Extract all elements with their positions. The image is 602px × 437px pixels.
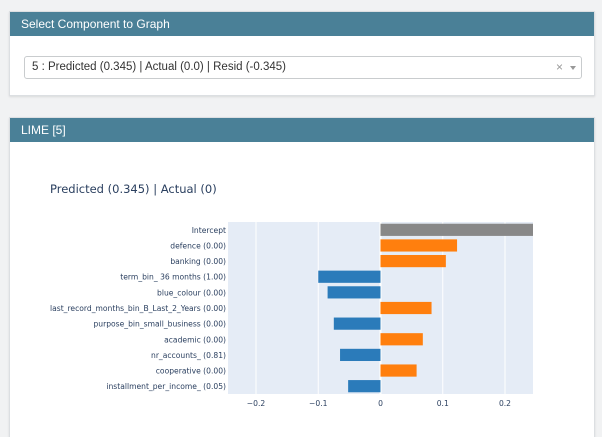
y-tick-label: last_record_months_bin_B_Last_2_Years (0… xyxy=(50,304,226,313)
x-tick-label: 0.1 xyxy=(437,399,449,408)
select-component-header: Select Component to Graph xyxy=(10,12,594,36)
y-tick-label: defence (0.00) xyxy=(170,241,226,250)
y-tick-label: nr_accounts_ (0.81) xyxy=(151,351,226,360)
lime-header: LIME [5] xyxy=(10,118,594,142)
bar-5 xyxy=(380,301,432,315)
bar-8 xyxy=(340,348,381,362)
bar-6 xyxy=(333,317,381,330)
y-tick-label: purpose_bin_small_business (0.00) xyxy=(93,320,226,329)
x-tick-label: 0.2 xyxy=(499,399,511,408)
y-tick-label: blue_colour (0.00) xyxy=(157,288,226,297)
x-tick-label: 0 xyxy=(378,399,383,408)
y-tick-label: installment_per_income_ (0.05) xyxy=(106,382,226,391)
bar-9 xyxy=(380,364,417,377)
bar-2 xyxy=(380,254,446,268)
lime-card: LIME [5] Predicted (0.345) | Actual (0) … xyxy=(9,117,595,437)
chevron-down-icon[interactable] xyxy=(570,66,576,70)
bar-4 xyxy=(327,286,381,299)
x-tick-label: −0.1 xyxy=(309,399,328,408)
clear-selection-icon[interactable]: × xyxy=(555,60,563,74)
y-tick-label: Intercept xyxy=(192,226,226,235)
bar-0 xyxy=(380,223,533,236)
bar-7 xyxy=(380,333,423,346)
bar-1 xyxy=(380,239,458,252)
component-select-dropdown[interactable]: 5 : Predicted (0.345) | Actual (0.0) | R… xyxy=(24,56,582,79)
bar-3 xyxy=(318,270,381,283)
x-tick-label: −0.2 xyxy=(247,399,266,408)
select-component-card: Select Component to Graph 5 : Predicted … xyxy=(9,11,595,96)
component-select-value: 5 : Predicted (0.345) | Actual (0.0) | R… xyxy=(32,61,286,73)
plot-title: Predicted (0.345) | Actual (0) xyxy=(50,182,217,196)
bar-10 xyxy=(348,380,381,393)
y-tick-label: academic (0.00) xyxy=(164,335,226,344)
y-tick-label: cooperative (0.00) xyxy=(156,367,226,376)
y-tick-label: term_bin_ 36 months (1.00) xyxy=(120,273,226,282)
lime-chart: Intercept defence (0.00) banking (0.00) ter… xyxy=(50,222,533,408)
y-tick-label: banking (0.00) xyxy=(170,257,226,266)
